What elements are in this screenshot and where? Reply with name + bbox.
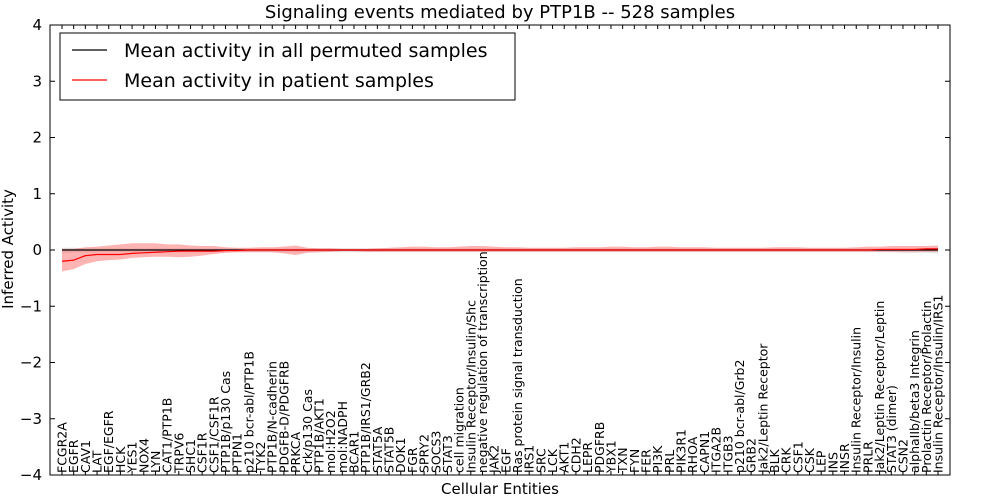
x-tick-label: PTP1B/AKT1 (311, 398, 326, 473)
x-tick-label: SPRY2 (417, 434, 432, 473)
legend-label-patient: Mean activity in patient samples (124, 70, 434, 92)
y-tick-label: 0 (32, 241, 42, 259)
legend-label-permuted: Mean activity in all permuted samples (124, 40, 487, 62)
x-tick-label: FCGR2A (55, 422, 70, 473)
y-tick-label: 3 (32, 72, 42, 90)
band-patient (62, 243, 938, 272)
x-tick-label: FER (639, 449, 654, 473)
x-tick-label: negative regulation of transcription (475, 251, 490, 473)
x-tick-label: PDGFB-D/PDGFRB (276, 361, 291, 473)
x-tick-label: ITGB3 (720, 435, 735, 473)
legend: Mean activity in all permuted samples Me… (59, 32, 516, 101)
x-tick-label: SOCS3 (428, 431, 443, 473)
series-lines (61, 248, 938, 262)
x-tick-label: FGR (405, 447, 420, 473)
x-tick-label: IRS1 (522, 445, 537, 473)
x-tick-label: JAK2 (487, 445, 502, 474)
x-tick-label: CSF1R (195, 432, 210, 473)
x-tick-label: FYN (627, 449, 642, 473)
x-tick-label: BCAR1 (347, 431, 362, 473)
y-tick-label: 2 (32, 129, 42, 147)
x-tick-label: HCK (113, 446, 128, 473)
x-tick-label: LCK (545, 448, 560, 473)
x-tick-label: Jak2/Leptin Receptor/Leptin (872, 301, 887, 474)
x-axis-label: Cellular Entities (441, 480, 559, 498)
x-tick-label: INSR (837, 443, 852, 473)
x-tick-label: CSN2 (895, 439, 910, 473)
x-tick-label: Ras protein signal transduction (510, 278, 525, 473)
y-tick-label: −2 (20, 354, 42, 372)
x-tick-label: DOK1 (393, 437, 408, 473)
x-tick-label: CAT1/PTP1B (160, 398, 175, 473)
x-tick-label: TXN (615, 447, 630, 474)
y-tick-label: −3 (20, 410, 42, 428)
x-tick-label: STAT5B (382, 427, 397, 473)
x-tick-label: cell migration (452, 387, 467, 473)
x-tick-label: Prolactin Receptor/Prolactin (919, 301, 934, 473)
x-tick-label: alphaIIb/beta3 Integrin (907, 330, 922, 473)
x-tick-label: Insulin Receptor/Insulin (849, 327, 864, 473)
x-tick-label: STAT3 (440, 435, 455, 473)
x-tick-label: Crk/p130 Cas (300, 389, 315, 473)
x-tick-label: TRPV6 (171, 433, 186, 474)
x-tick-label: mol:H2O2 (323, 410, 338, 473)
y-tick-label: 4 (32, 16, 42, 34)
x-tick-label: STAT5A (370, 426, 385, 473)
x-tick-label: GRB2 (744, 438, 759, 473)
x-axis: FCGR2AEGFRCAV1LATEGF/EGFRHCKYES1NOX4LYNC… (55, 25, 946, 475)
x-tick-label: CRK (779, 447, 794, 473)
x-tick-label: PI3K (650, 445, 665, 473)
x-tick-label: p210 bcr-abl/PTP1B (241, 351, 256, 473)
y-tick-label: 1 (32, 185, 42, 203)
x-tick-label: YES1 (125, 442, 140, 474)
x-tick-label: LEP (814, 450, 829, 473)
x-tick-label: INS (825, 452, 840, 473)
x-tick-label: Insulin Receptor/Insulin/Shc (463, 300, 478, 473)
x-tick-label: RHOA (685, 436, 700, 473)
x-tick-label: EGF (498, 448, 513, 473)
x-tick-label: PTP1B/N-cadherin (265, 361, 280, 473)
y-axis-label: Inferred Activity (0, 189, 17, 309)
chart-title: Signaling events mediated by PTP1B -- 52… (265, 2, 735, 23)
x-tick-label: CDH2 (568, 437, 583, 473)
x-tick-label: CAPN1 (697, 431, 712, 473)
x-tick-label: PRL (662, 450, 677, 473)
x-tick-label: PTP1B/IRS1/GRB2 (358, 362, 373, 473)
y-axis: −4 −3 −2 −1 0 1 2 3 4 (20, 16, 950, 484)
x-tick-label: SHC1 (183, 439, 198, 473)
x-tick-label: AKT1 (557, 442, 572, 473)
x-tick-label: LEPR (580, 442, 595, 473)
x-tick-label: CAV1 (78, 440, 93, 473)
x-tick-label: BLK (767, 448, 782, 473)
x-tick-label: PRLR (860, 441, 875, 473)
x-tick-label: LAT (90, 450, 105, 473)
x-tick-label: STAT3 (dimer) (884, 385, 899, 473)
legend-box (59, 32, 516, 101)
x-tick-label: PRKCA (288, 432, 303, 473)
x-tick-label: CSF1 (790, 441, 805, 473)
x-tick-label: PDGFRB (592, 422, 607, 473)
x-tick-label: ITGA2B (709, 427, 724, 473)
x-tick-label: YBX1 (603, 440, 618, 474)
y-tick-label: −4 (20, 466, 42, 484)
x-tick-label: CSK (802, 447, 817, 473)
confidence-bands (62, 243, 938, 272)
x-tick-label: CSF1/CSF1R (206, 396, 221, 473)
x-tick-label: PTP1B/p130 Cas (218, 371, 233, 473)
x-tick-label: PTPN1 (230, 433, 245, 473)
line-patient (61, 248, 938, 262)
x-tick-label: Jak2/Leptin Receptor (755, 343, 770, 474)
x-tick-label: TYK2 (253, 442, 268, 474)
y-tick-label: −1 (20, 297, 42, 315)
x-tick-label: LYN (148, 451, 163, 473)
x-tick-label: SRC (533, 448, 548, 473)
x-tick-label: EGF/EGFR (101, 410, 116, 473)
x-tick-label: PIK3R1 (674, 429, 689, 473)
x-tick-label: mol:NADPH (335, 401, 350, 473)
x-tick-label: EGFR (66, 439, 81, 473)
x-tick-label: p210 bcr-abl/Grb2 (732, 360, 747, 473)
x-tick-label: Insulin Receptor/Insulin/IRS1 (931, 295, 946, 473)
x-tick-label: NOX4 (136, 438, 151, 473)
